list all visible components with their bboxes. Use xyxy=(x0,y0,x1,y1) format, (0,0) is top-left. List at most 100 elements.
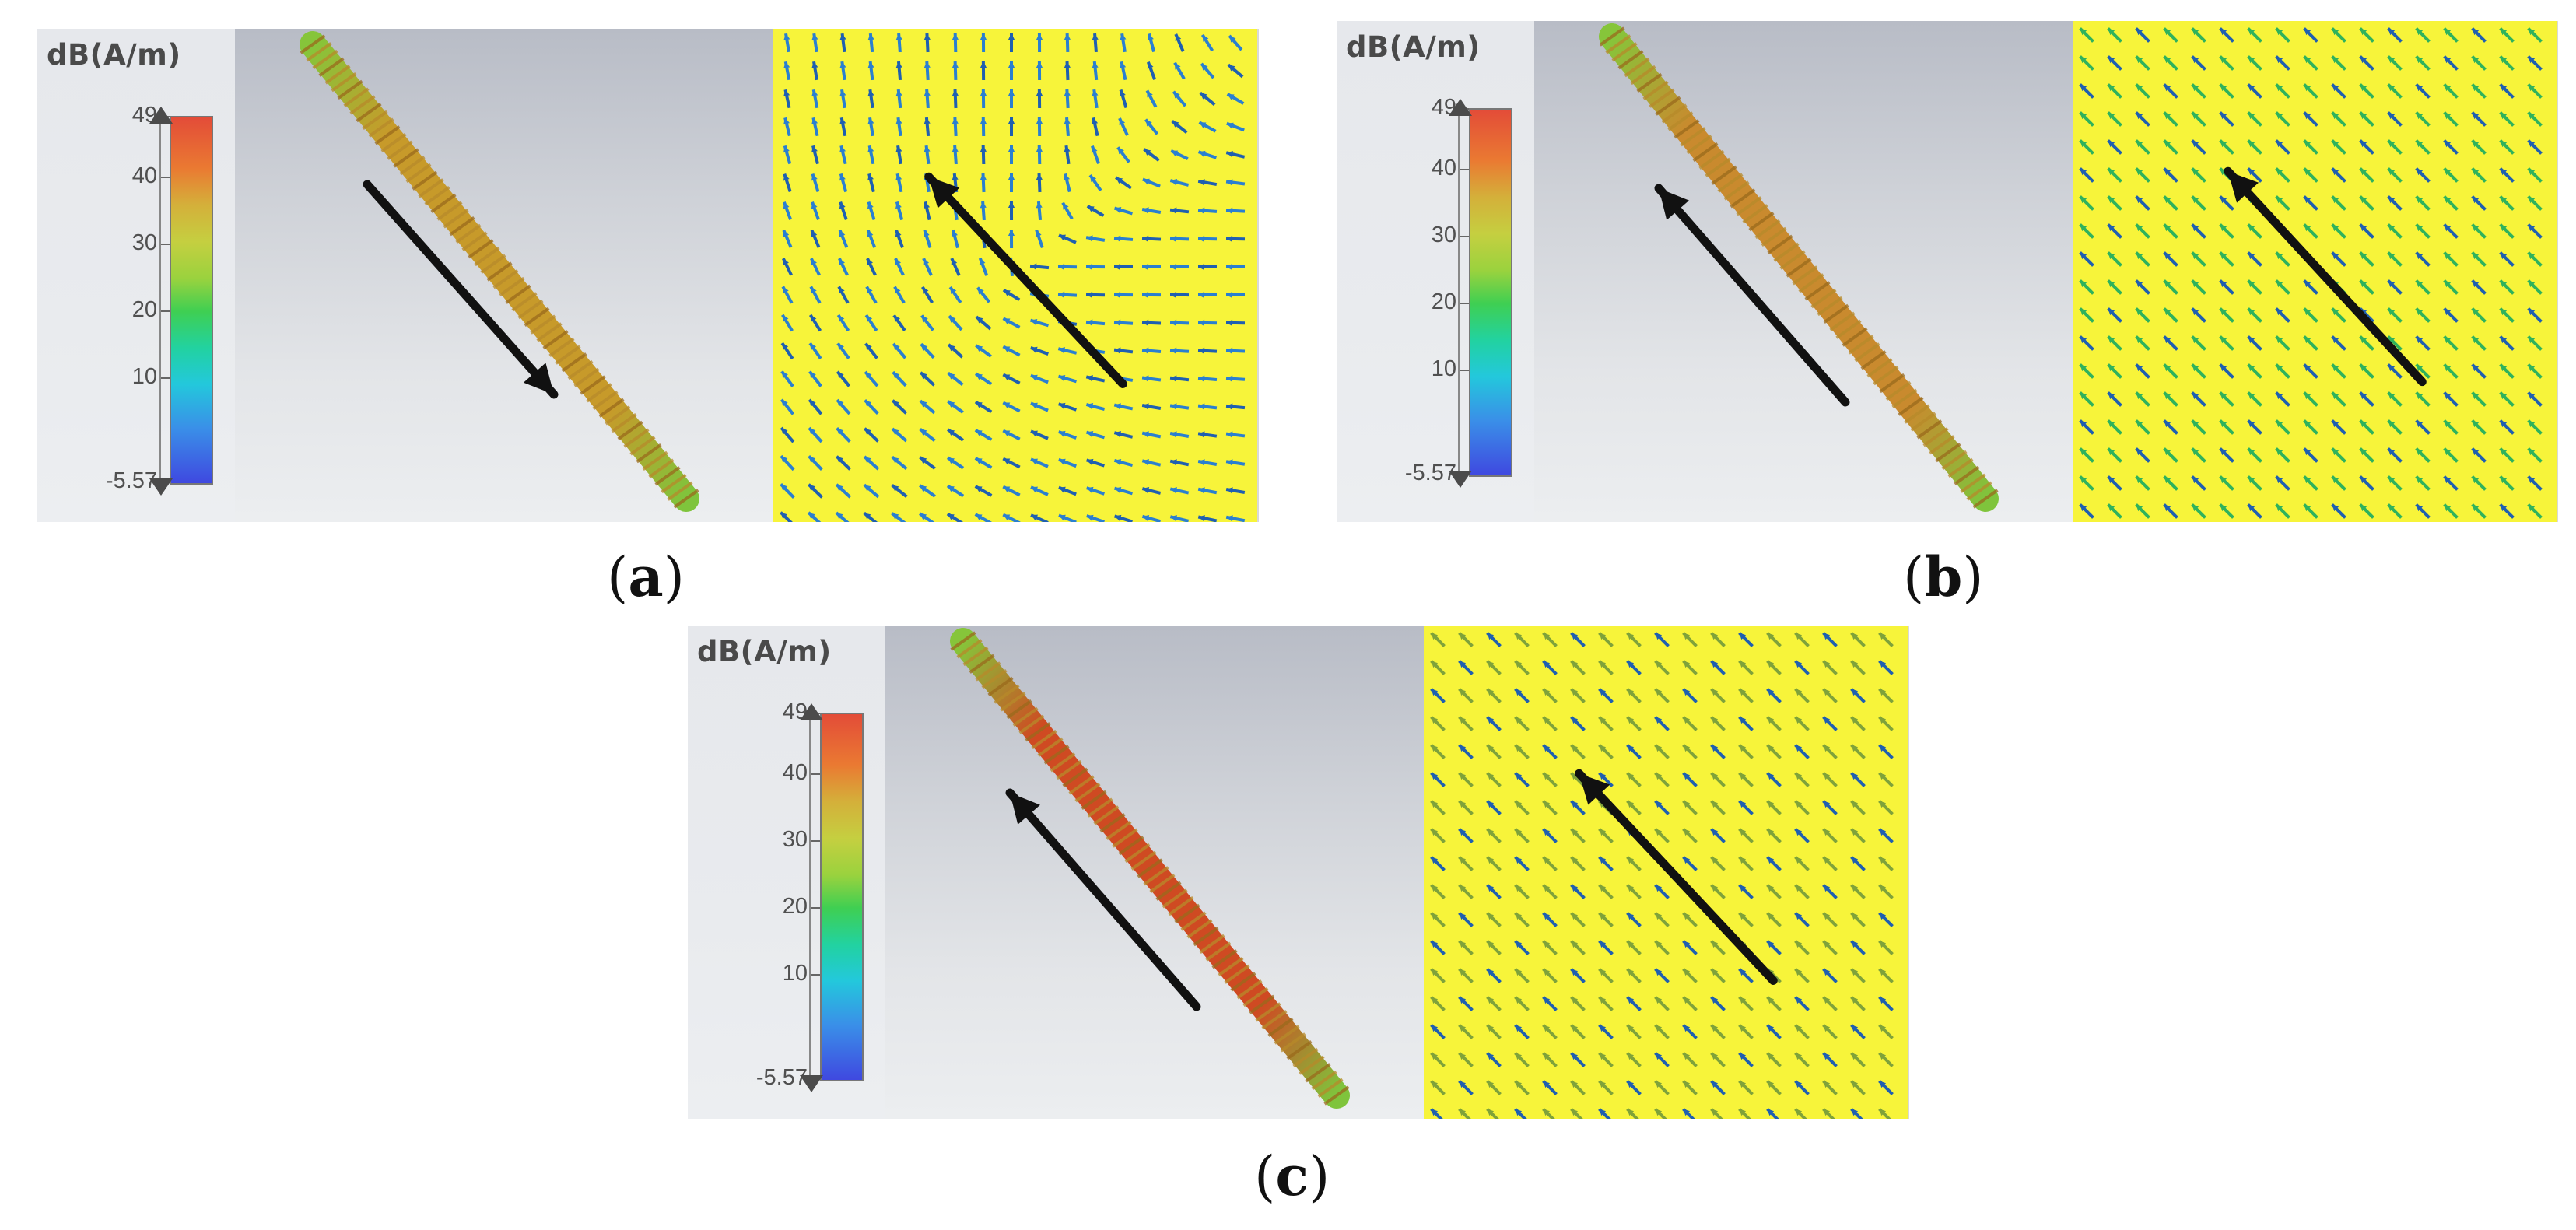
rod-spike xyxy=(1174,903,1200,924)
current-direction-arrow xyxy=(363,180,559,399)
rod-spike xyxy=(511,292,538,312)
field-vector-head xyxy=(811,61,818,68)
field-vector-head xyxy=(2192,168,2199,176)
field-vector-head xyxy=(1851,829,1859,836)
field-vector-head xyxy=(2080,168,2087,176)
rod-spike xyxy=(1180,911,1207,931)
field-vector-head xyxy=(1627,633,1635,640)
field-direction-arrowhead xyxy=(2227,171,2259,203)
rod-spike xyxy=(424,186,450,206)
field-vector-head xyxy=(2248,84,2255,92)
rod-spike xyxy=(1205,941,1232,962)
field-vector-head xyxy=(1087,205,1095,212)
field-vector-head xyxy=(1795,773,1803,780)
field-vector-head xyxy=(808,512,815,520)
field-vector-head xyxy=(2332,252,2339,260)
field-vector-head xyxy=(783,173,790,181)
field-vector-head xyxy=(1226,375,1233,382)
field-vector-head xyxy=(1459,689,1467,696)
field-vector-head xyxy=(1795,885,1803,892)
field-vector-head xyxy=(2416,196,2424,204)
field-vector-head xyxy=(948,429,955,436)
rod-3d-view xyxy=(885,626,1424,1119)
field-vector-head xyxy=(950,287,957,294)
field-vector-head xyxy=(2388,364,2396,372)
rod-spike xyxy=(1667,111,1694,131)
field-vector-head xyxy=(1627,717,1635,724)
rod-spike xyxy=(661,473,687,494)
field-vector-head xyxy=(2472,448,2480,456)
field-vector-head xyxy=(1767,1081,1775,1088)
field-vector-head xyxy=(1459,745,1467,752)
field-vector-head xyxy=(1030,430,1038,437)
field-vector-head xyxy=(839,89,846,96)
field-vector-head xyxy=(2416,336,2424,344)
field-vector-head xyxy=(2080,504,2087,512)
field-vector-head xyxy=(2416,252,2424,260)
field-vector-head xyxy=(1683,969,1691,976)
field-vector-head xyxy=(1767,997,1775,1004)
field-vector-head xyxy=(2500,84,2508,92)
field-vector-head xyxy=(980,145,987,152)
field-vector-head xyxy=(1515,689,1523,696)
field-vector-head xyxy=(2416,84,2424,92)
field-vector-head xyxy=(2136,504,2143,512)
field-vector-head xyxy=(1851,633,1859,640)
field-vector-head xyxy=(923,230,930,237)
field-vector-head xyxy=(2388,168,2396,176)
field-vector-head xyxy=(1202,34,1209,42)
field-vector-head xyxy=(1487,1109,1495,1116)
field-vector-head xyxy=(811,230,818,237)
field-vector-head xyxy=(2080,252,2087,260)
field-vector-head xyxy=(1487,633,1495,640)
colorbar-tick-label: 10 xyxy=(131,363,157,389)
field-vector-head xyxy=(1515,885,1523,892)
field-vector-head xyxy=(980,117,987,124)
field-vector-head xyxy=(1170,403,1177,410)
field-vector-head xyxy=(1116,177,1123,184)
field-vector-head xyxy=(1543,1109,1551,1116)
rod-spike xyxy=(387,140,413,160)
colorbar-tick-mark xyxy=(159,377,170,379)
rod-spike xyxy=(436,201,463,221)
field-vector-head xyxy=(1063,202,1069,210)
field-vector-head xyxy=(1767,857,1775,864)
field-vector-head xyxy=(2360,280,2367,288)
field-vector-head xyxy=(2416,448,2424,456)
field-vector-head xyxy=(1543,913,1551,920)
field-vector-head xyxy=(1431,857,1439,864)
field-vector-head xyxy=(2220,196,2227,204)
rod-spike xyxy=(1898,396,1924,416)
field-vector-head xyxy=(1823,661,1831,668)
field-vector-head xyxy=(895,145,902,152)
field-vector-head xyxy=(782,314,789,322)
field-vector-head xyxy=(2248,224,2255,232)
field-vector-head xyxy=(1003,289,1011,296)
field-vector-head xyxy=(1058,514,1066,521)
field-vector-head xyxy=(2444,280,2452,288)
field-vector-head xyxy=(2080,84,2087,92)
field-vector-head xyxy=(864,513,871,520)
field-vector-head xyxy=(1142,459,1150,466)
colorbar-tick-mark xyxy=(159,243,170,245)
rod-spike xyxy=(1779,250,1806,270)
rod-spike xyxy=(1960,473,1986,493)
field-vector-head xyxy=(1711,857,1719,864)
field-vector-head xyxy=(1739,829,1747,836)
rod-spike xyxy=(981,669,1008,689)
field-vector-head xyxy=(2220,336,2227,344)
field-vector-head xyxy=(1091,145,1098,153)
rod-spike xyxy=(455,223,482,244)
field-vector-head xyxy=(1431,1081,1439,1088)
field-vector-head xyxy=(1879,997,1887,1004)
caption-a: (a) xyxy=(607,545,685,609)
field-vector-head xyxy=(2192,140,2199,148)
field-vector-head xyxy=(920,485,927,492)
field-vector-head xyxy=(867,33,874,40)
field-vector-head xyxy=(1064,117,1071,124)
field-vector-head xyxy=(2332,336,2339,344)
field-vector-head xyxy=(1627,941,1635,948)
field-vector-head xyxy=(1145,119,1152,127)
field-vector-head xyxy=(839,173,846,181)
field-vector-head xyxy=(1487,1081,1495,1088)
